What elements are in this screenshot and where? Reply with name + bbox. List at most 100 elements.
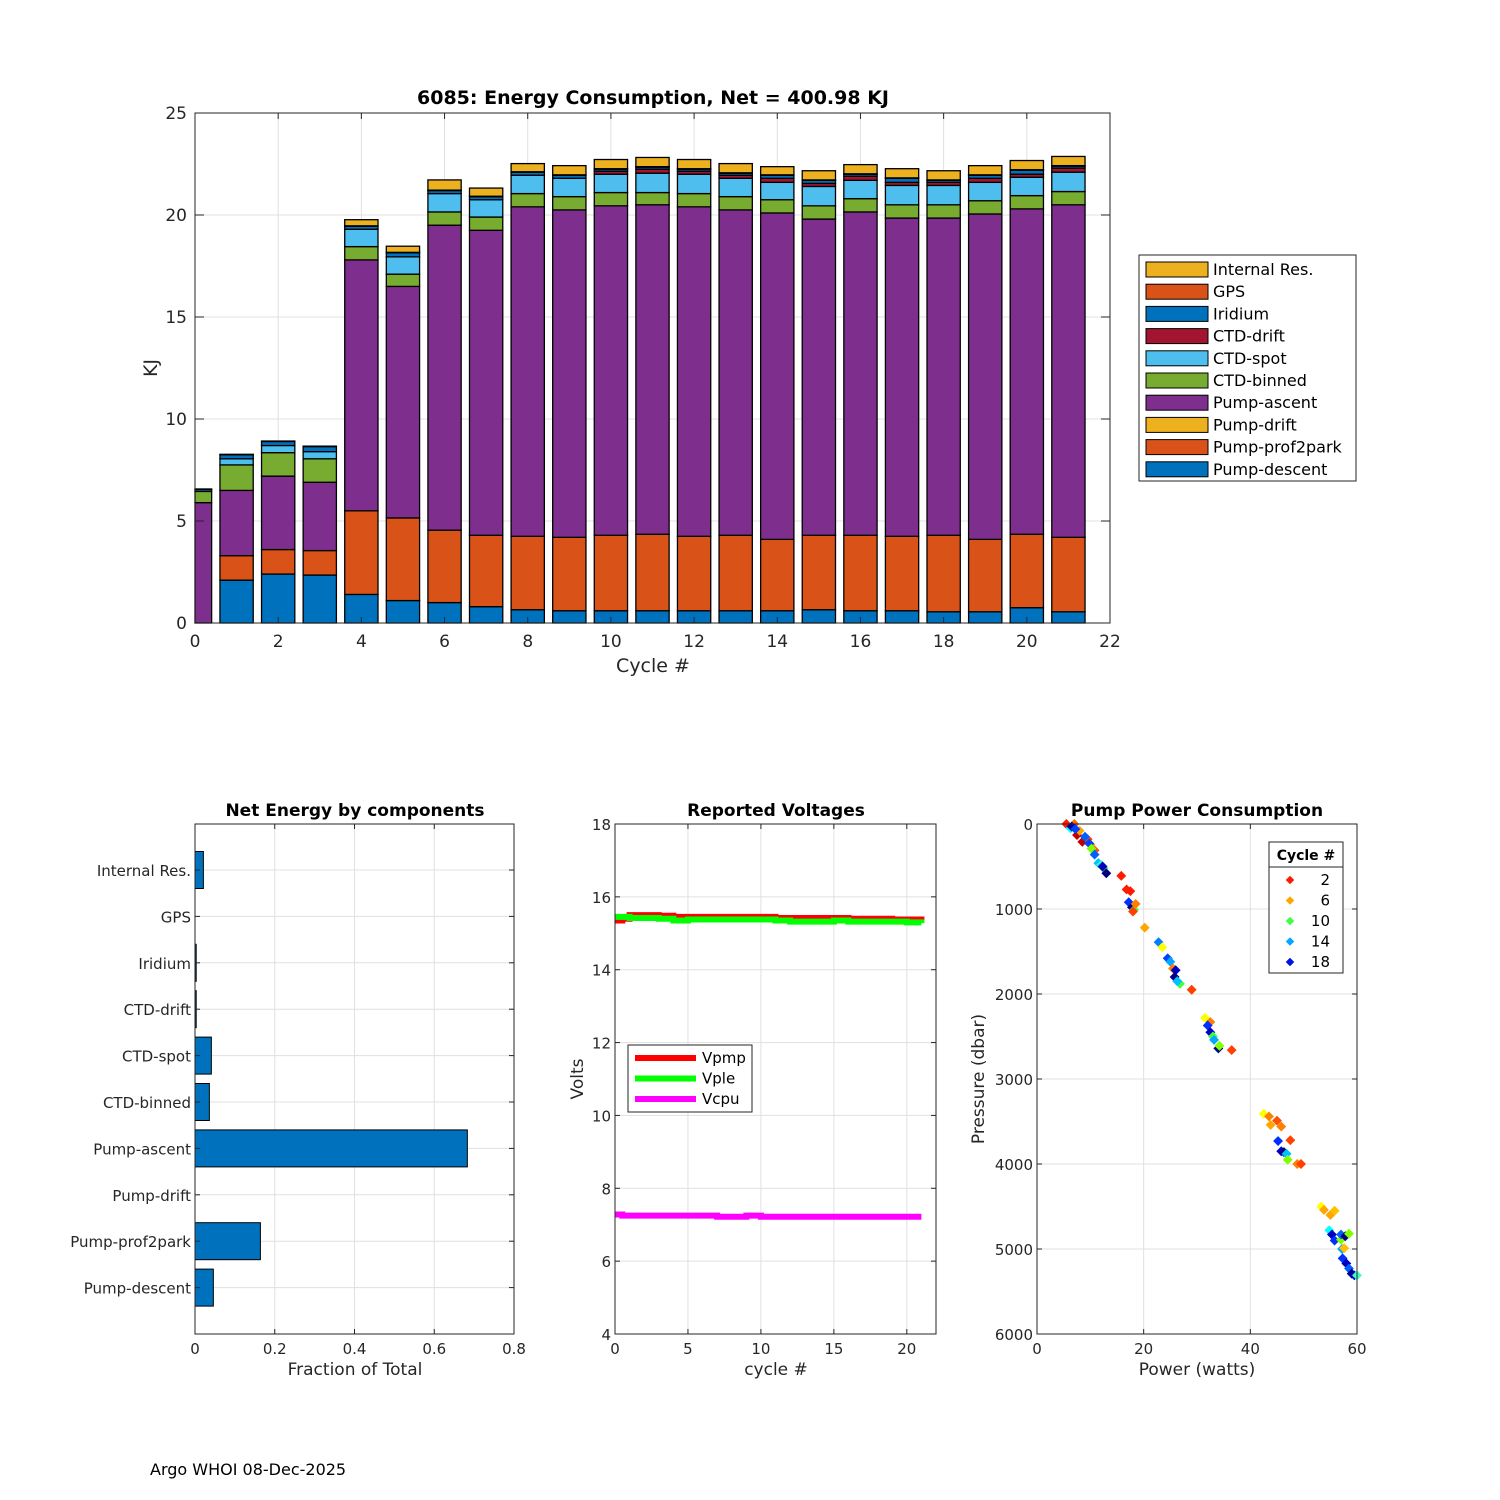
bar-segment-internal-res-	[593, 158, 629, 170]
bar-segment-pump-descent	[468, 606, 504, 624]
bar-segment-internal-res-	[801, 170, 837, 181]
volt-axes-box	[614, 823, 937, 1335]
bar-segment-internal-res-	[718, 162, 753, 174]
hbar-x-axis-label: Fraction of Total	[288, 1360, 423, 1380]
scatter-point	[1265, 1119, 1276, 1130]
hbar-category-label: Internal Res.	[97, 862, 191, 880]
scatter-x-tick-label: 60	[1347, 1340, 1366, 1358]
scatter-point	[1089, 849, 1100, 860]
bar-segment-internal-res-	[759, 166, 795, 176]
scatter-point	[1128, 906, 1138, 917]
hbar-x-tick-label: 0.4	[343, 1340, 367, 1358]
legend-label: Internal Res.	[1213, 260, 1313, 279]
bar-segment-ctd-binned	[302, 458, 338, 483]
scatter-y-tick-label: 1000	[995, 901, 1033, 919]
hbar-category-label: Pump-descent	[84, 1280, 191, 1298]
main-x-tick-label: 6	[439, 632, 450, 652]
scatter-y-tick-label: 2000	[995, 986, 1033, 1004]
scatter-point	[1285, 1135, 1296, 1146]
bar-segment-pump-ascent	[385, 285, 421, 519]
bar-segment-ctd-binned	[552, 195, 587, 211]
main-x-tick-label: 12	[683, 632, 705, 652]
main-y-tick-label: 10	[165, 410, 187, 430]
legend-label: Pump-drift	[1213, 415, 1297, 434]
bar-segment-pump-descent	[635, 610, 670, 624]
bar-segment-pump-prof2park	[302, 549, 338, 576]
scatter-point	[1170, 965, 1181, 976]
scatter-point	[1097, 861, 1108, 872]
bar-segment-pump-descent	[718, 610, 753, 624]
volt-y-tick-label: 16	[592, 889, 611, 907]
legend-label: Iridium	[1213, 304, 1269, 323]
bar-segment-pump-prof2park	[510, 535, 546, 611]
bar-segment-pump-ascent	[552, 209, 587, 538]
bar-segment-pump-ascent	[302, 481, 338, 552]
bar-segment-internal-res-	[1009, 159, 1045, 171]
scatter-point	[1264, 1111, 1274, 1122]
scatter-legend-label: 2	[1320, 871, 1330, 889]
scatter-legend-marker	[1285, 916, 1295, 926]
bar-segment-ctd-spot	[801, 185, 837, 207]
bar-segment-ctd-binned	[194, 490, 213, 504]
legend-label: Pump-ascent	[1213, 393, 1317, 412]
bar-segment-pump-prof2park	[801, 534, 837, 611]
bar-segment-gps	[219, 453, 254, 456]
bar-segment-ctd-spot	[593, 173, 629, 194]
legend-swatch-iridium	[1145, 305, 1209, 322]
legend-swatch-gps	[1145, 283, 1209, 300]
bar-segment-ctd-binned	[385, 273, 421, 288]
scatter-legend: Cycle # 2 6 10 14 18	[1268, 841, 1344, 974]
bar-segment-ctd-spot	[219, 458, 254, 466]
bar-segment-ctd-binned	[219, 464, 254, 492]
bar-segment-pump-ascent	[967, 213, 1003, 541]
scatter-point	[1214, 1040, 1225, 1051]
bar-segment-ctd-binned	[635, 191, 670, 206]
volt-y-tick-label: 18	[592, 816, 611, 834]
bar-segment-ctd-spot	[884, 184, 920, 206]
main-x-tick-label: 0	[190, 632, 201, 652]
legend-swatch-pump-prof2park	[1145, 439, 1209, 456]
scatter-legend-marker	[1285, 937, 1295, 946]
bar-segment-pump-prof2park	[219, 555, 254, 581]
bar-segment-ctd-spot	[1009, 176, 1045, 197]
bar-segment-ctd-binned	[1051, 190, 1086, 206]
main-x-tick-label: 14	[766, 632, 788, 652]
scatter-point	[1329, 1235, 1340, 1246]
scatter-y-tick-label: 6000	[995, 1326, 1033, 1344]
bar-segment-pump-prof2park	[1051, 536, 1086, 613]
bar-segment-pump-descent	[219, 579, 254, 624]
bar-segment-pump-ascent	[344, 259, 379, 512]
scatter-point	[1276, 1121, 1287, 1132]
scatter-point	[1282, 1154, 1293, 1165]
bar-segment-gps	[260, 440, 296, 443]
main-x-axis-label: Cycle #	[616, 655, 690, 677]
scatter-y-tick-label: 3000	[995, 1071, 1033, 1089]
hbar-category-label: Pump-prof2park	[70, 1233, 191, 1251]
legend-label: CTD-spot	[1213, 349, 1287, 368]
bar-segment-internal-res-	[967, 164, 1003, 176]
bar-segment-pump-ascent	[884, 217, 920, 537]
bar-segment-ctd-spot	[635, 172, 670, 194]
bar-segment-pump-prof2park	[593, 534, 629, 612]
bar-segment-pump-ascent	[1051, 204, 1086, 538]
bar-segment-internal-res-	[635, 156, 670, 168]
scatter-point	[1318, 1204, 1329, 1215]
scatter-point	[1296, 1159, 1306, 1169]
main-x-tick-label: 2	[273, 632, 284, 652]
bar-segment-pump-ascent	[1009, 208, 1045, 535]
legend-label: Pump-descent	[1213, 460, 1327, 479]
scatter-legend-title: Cycle #	[1277, 848, 1336, 864]
bar-segment-pump-ascent	[843, 211, 878, 536]
main-y-axis-label: KJ	[140, 359, 162, 377]
bar-segment-internal-res-	[1051, 155, 1086, 167]
main-y-tick-label: 15	[165, 308, 187, 328]
bar-segment-ctd-binned	[759, 199, 795, 214]
volt-legend-label: Vcpu	[702, 1090, 740, 1108]
bar-segment-pump-ascent	[676, 206, 712, 537]
bar-segment-ctd-spot	[344, 228, 379, 248]
scatter-point	[1344, 1228, 1354, 1239]
scatter-point	[1172, 976, 1183, 987]
bar-segment-pump-prof2park	[967, 538, 1003, 613]
volt-y-tick-label: 10	[592, 1107, 611, 1125]
